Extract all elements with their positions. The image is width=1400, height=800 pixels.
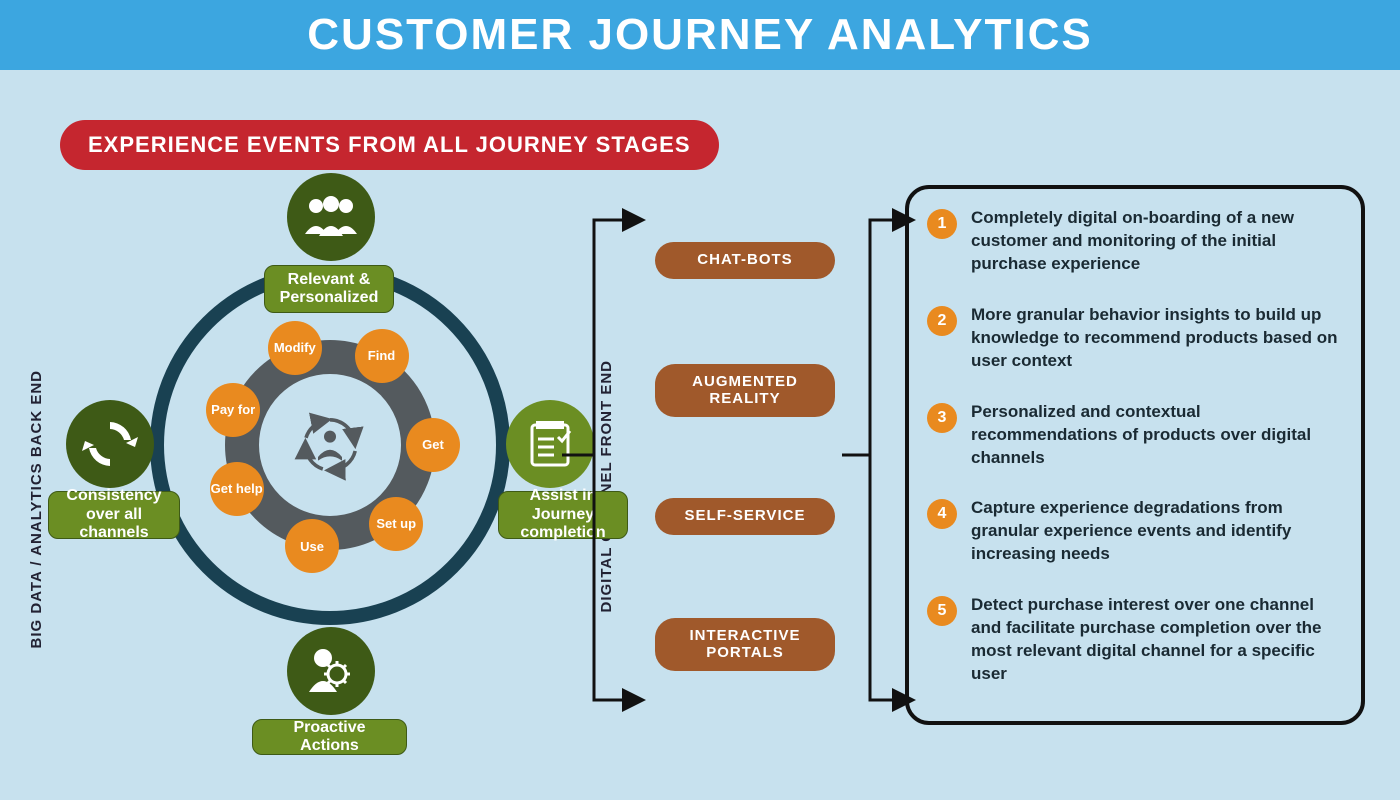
cycle-arrows-icon xyxy=(82,416,138,472)
channel-pill: SELF-SERVICE xyxy=(655,498,835,535)
inner-cycle-node: Get xyxy=(406,418,460,472)
outcome-number-badge: 1 xyxy=(927,209,957,239)
outcome-number-badge: 2 xyxy=(927,306,957,336)
outcome-number-badge: 5 xyxy=(927,596,957,626)
outcome-text: Capture experience degradations from gra… xyxy=(971,497,1343,566)
quadrant-top-icon-circle xyxy=(287,173,375,261)
quadrant-bottom-label: Proactive Actions xyxy=(252,719,407,755)
outcome-row: 5 Detect purchase interest over one chan… xyxy=(927,594,1343,686)
person-gear-icon xyxy=(303,644,359,698)
checklist-icon xyxy=(524,417,576,471)
journey-wheel: Relevant & Personalized Assist in Journe… xyxy=(70,185,590,745)
inner-cycle-node: Modify xyxy=(268,321,322,375)
quadrant-right-icon-circle xyxy=(506,400,594,488)
outcome-text: Completely digital on-boarding of a new … xyxy=(971,207,1343,276)
outcome-number-badge: 3 xyxy=(927,403,957,433)
inner-cycle-node: Find xyxy=(355,329,409,383)
channel-pill: AUGMENTED REALITY xyxy=(655,364,835,417)
outcome-row: 4 Capture experience degradations from g… xyxy=(927,497,1343,566)
channel-pill: INTERACTIVE PORTALS xyxy=(655,618,835,671)
inner-cycle-node: Get help xyxy=(210,462,264,516)
outcome-text: Detect purchase interest over one channe… xyxy=(971,594,1343,686)
subtitle-pill: EXPERIENCE EVENTS FROM ALL JOURNEY STAGE… xyxy=(60,120,719,170)
page-title: CUSTOMER JOURNEY ANALYTICS xyxy=(307,10,1092,60)
channel-pill: CHAT-BOTS xyxy=(655,242,835,279)
center-user-cycle-icon xyxy=(294,409,366,481)
channel-column: CHAT-BOTS AUGMENTED REALITY SELF-SERVICE… xyxy=(635,200,845,720)
inner-cycle-node: Pay for xyxy=(206,383,260,437)
quadrant-right-label: Assist in Journey completion xyxy=(498,491,628,539)
outcome-row: 3 Personalized and contextual recommenda… xyxy=(927,401,1343,470)
side-label-backend: BIG DATA / ANALYTICS BACK END xyxy=(28,370,45,648)
title-bar: CUSTOMER JOURNEY ANALYTICS xyxy=(0,0,1400,70)
quadrant-left-icon-circle xyxy=(66,400,154,488)
outcome-number-badge: 4 xyxy=(927,499,957,529)
quadrant-top-label: Relevant & Personalized xyxy=(264,265,394,313)
people-icon xyxy=(301,194,361,240)
outcome-row: 2 More granular behavior insights to bui… xyxy=(927,304,1343,373)
quadrant-bottom-icon-circle xyxy=(287,627,375,715)
outcomes-panel: 1 Completely digital on-boarding of a ne… xyxy=(905,185,1365,725)
side-label-frontend: DIGITAL CHANNEL FRONT END xyxy=(598,360,615,613)
outcome-text: More granular behavior insights to build… xyxy=(971,304,1343,373)
outcome-row: 1 Completely digital on-boarding of a ne… xyxy=(927,207,1343,276)
outcome-text: Personalized and contextual recommendati… xyxy=(971,401,1343,470)
quadrant-left-label: Consistency over all channels xyxy=(48,491,180,539)
inner-cycle-node: Set up xyxy=(369,497,423,551)
